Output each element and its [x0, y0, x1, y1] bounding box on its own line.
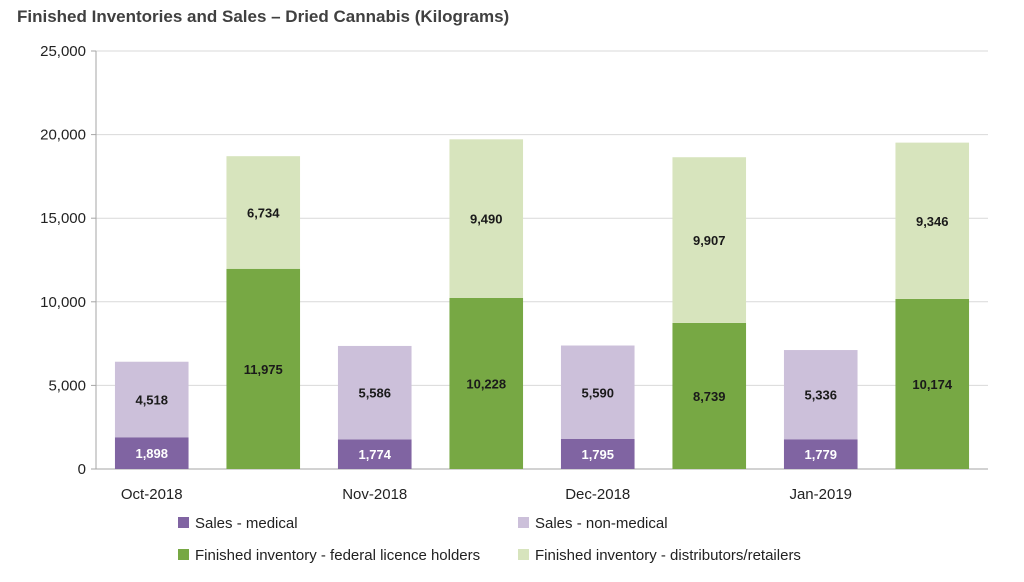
legend-swatch	[178, 549, 189, 560]
bar-sales-medical	[337, 439, 412, 469]
x-category-label: Nov-2018	[342, 486, 407, 503]
legend-label: Sales - non-medical	[535, 515, 668, 532]
legend-label: Finished inventory - distributors/retail…	[535, 547, 801, 564]
bar-finished-inventory-distributors-retailers	[226, 156, 301, 269]
y-tick-label: 20,000	[40, 127, 86, 144]
data-label: 10,228	[466, 376, 506, 391]
data-label: 8,739	[693, 389, 726, 404]
bar-finished-inventory-distributors-retailers	[449, 139, 524, 298]
y-tick-label: 5,000	[48, 377, 86, 394]
data-label: 9,907	[693, 233, 726, 248]
bar-finished-inventory-federal-licence-holders	[449, 297, 524, 469]
bar-finished-inventory-distributors-retailers	[672, 157, 747, 323]
data-label: 1,779	[804, 447, 837, 462]
x-category-label: Dec-2018	[565, 486, 630, 503]
data-label: 1,774	[358, 447, 391, 462]
legend-swatch	[178, 517, 189, 528]
data-label: 11,975	[244, 362, 283, 377]
data-label: 9,490	[470, 212, 503, 227]
data-label: 5,336	[804, 388, 837, 403]
x-category-label: Jan-2019	[789, 486, 852, 503]
data-label: 10,174	[912, 377, 953, 392]
bar-sales-non-medical	[114, 361, 189, 438]
bar-sales-non-medical	[560, 345, 635, 439]
bars	[114, 139, 970, 469]
bar-sales-medical	[560, 438, 635, 469]
bar-sales-non-medical	[783, 350, 858, 440]
data-label: 4,518	[135, 392, 168, 407]
legend: Sales - medical Sales - non-medical Finish…	[178, 515, 801, 564]
y-tick-label: 25,000	[40, 43, 86, 60]
bar-sales-medical	[783, 439, 858, 469]
y-tick-label: 15,000	[40, 210, 86, 227]
data-label: 9,346	[916, 214, 949, 229]
bar-finished-inventory-federal-licence-holders	[895, 298, 970, 469]
legend-label: Finished inventory - federal licence hol…	[195, 547, 480, 564]
data-label: 1,898	[135, 446, 168, 461]
legend-label: Sales - medical	[195, 515, 298, 532]
y-tick-label: 0	[78, 461, 86, 478]
data-labels: 1,898 4,518 11,975 6,734 1,774 5,586 10,228 9,4…	[135, 205, 952, 462]
data-label: 5,586	[358, 386, 391, 401]
data-label: 6,734	[247, 205, 280, 220]
bar-sales-non-medical	[337, 345, 412, 440]
bar-sales-medical	[114, 437, 189, 469]
bar-finished-inventory-federal-licence-holders	[672, 322, 747, 469]
legend-swatch	[518, 549, 529, 560]
data-label: 1,795	[581, 447, 614, 462]
bar-finished-inventory-distributors-retailers	[895, 142, 970, 299]
bar-finished-inventory-federal-licence-holders	[226, 268, 301, 469]
data-label: 5,590	[581, 385, 614, 400]
legend-swatch	[518, 517, 529, 528]
y-tick-label: 10,000	[40, 294, 86, 311]
x-category-label: Oct-2018	[121, 486, 183, 503]
chart-title: Finished Inventories and Sales – Dried C…	[17, 7, 510, 26]
